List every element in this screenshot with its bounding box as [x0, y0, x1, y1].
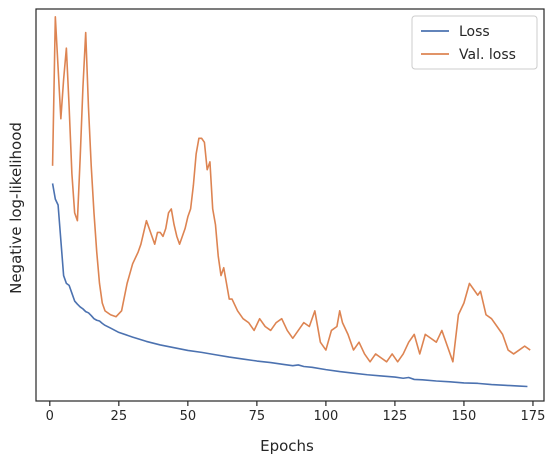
x-tick-label: 175: [521, 409, 546, 424]
legend-label: Loss: [459, 24, 490, 40]
x-axis-title: Epochs: [260, 437, 314, 455]
series-line-loss: [51, 183, 528, 388]
x-tick-label: 50: [180, 409, 197, 424]
series-line-val-loss: [51, 16, 531, 363]
legend-box: [411, 15, 538, 70]
x-tick-label: 75: [249, 409, 266, 424]
x-tick-label: 0: [46, 409, 54, 424]
legend-label: Val. loss: [459, 47, 516, 63]
legend: Loss Val. loss: [411, 15, 538, 70]
x-tick-label: 125: [382, 409, 407, 424]
x-tick-label: 150: [452, 409, 477, 424]
x-tick-label: 100: [313, 409, 338, 424]
y-axis-title: Negative log-likelihood: [7, 122, 25, 294]
x-tick-label: 25: [111, 409, 128, 424]
